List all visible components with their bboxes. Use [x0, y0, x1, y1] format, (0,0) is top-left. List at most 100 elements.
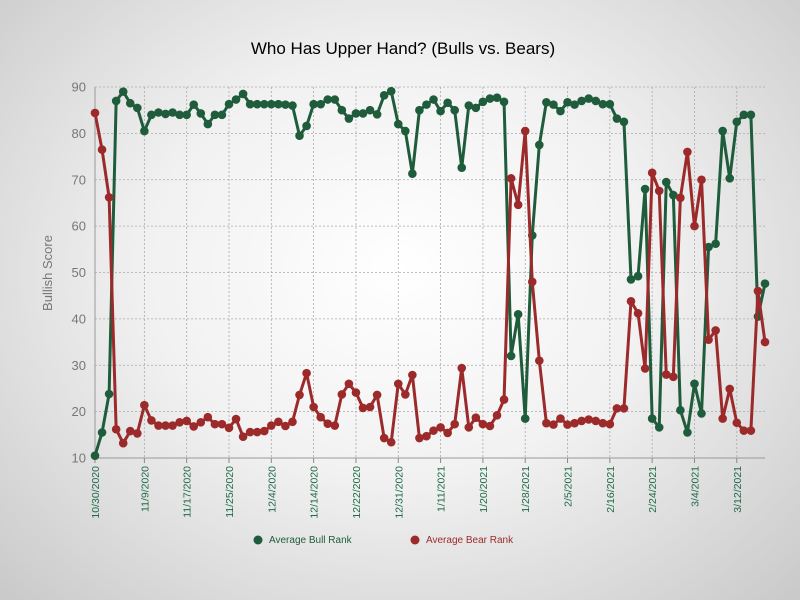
- data-point: [302, 121, 311, 131]
- data-point: [422, 431, 431, 441]
- data-point: [598, 418, 608, 428]
- data-point: [492, 411, 502, 420]
- data-point: [527, 277, 537, 287]
- data-point: [125, 98, 135, 108]
- data-point: [520, 414, 530, 423]
- data-point: [647, 168, 657, 178]
- data-point: [760, 337, 770, 347]
- data-point: [549, 100, 558, 109]
- x-tick-label: 11/17/2020: [182, 466, 194, 518]
- data-point: [231, 95, 241, 104]
- data-point: [605, 99, 615, 109]
- data-point: [619, 404, 629, 413]
- series-line: [93, 89, 767, 457]
- data-point: [535, 356, 544, 365]
- x-tick-label: 12/22/2020: [351, 466, 363, 519]
- data-point: [365, 105, 375, 115]
- data-point: [393, 379, 403, 389]
- y-tick-label: 80: [72, 126, 86, 141]
- data-point: [302, 368, 311, 378]
- data-point: [753, 286, 763, 296]
- legend-marker-bull: [253, 535, 263, 545]
- data-point: [612, 404, 622, 413]
- data-point: [535, 140, 544, 150]
- data-point: [711, 239, 720, 249]
- data-point: [647, 414, 657, 423]
- x-tick-label: 12/4/2020: [266, 466, 278, 513]
- data-point: [570, 100, 579, 109]
- data-point: [111, 424, 121, 434]
- data-point: [485, 94, 495, 103]
- data-point: [203, 412, 213, 422]
- data-point: [323, 95, 333, 104]
- data-point: [288, 417, 297, 427]
- data-point: [760, 279, 770, 288]
- y-tick-label: 30: [72, 358, 86, 373]
- data-point: [386, 437, 396, 447]
- data-point: [542, 418, 551, 428]
- data-point: [97, 428, 107, 437]
- legend-marker-bear: [410, 535, 420, 545]
- data-point: [591, 416, 601, 426]
- data-point: [288, 101, 297, 110]
- data-point: [513, 200, 523, 210]
- data-point: [231, 414, 241, 424]
- data-point: [492, 93, 502, 102]
- data-point: [725, 174, 735, 183]
- data-point: [274, 99, 283, 109]
- y-axis-label: Bullish Score: [40, 235, 55, 311]
- data-point: [626, 275, 636, 284]
- data-point: [330, 421, 340, 430]
- data-point: [697, 409, 706, 418]
- data-point: [196, 417, 206, 427]
- data-point: [542, 98, 551, 107]
- data-point: [365, 402, 375, 412]
- data-point: [154, 108, 163, 117]
- data-point: [556, 414, 565, 423]
- data-point: [661, 370, 671, 379]
- data-point: [485, 421, 495, 431]
- data-point: [549, 420, 558, 429]
- data-point: [118, 87, 128, 96]
- y-tick-label: 20: [72, 404, 86, 419]
- chart-title: Who Has Upper Hand? (Bulls vs. Bears): [251, 39, 555, 58]
- data-point: [252, 427, 262, 437]
- legend-label-bear: Average Bear Rank: [426, 535, 514, 546]
- data-point: [386, 86, 396, 96]
- data-point: [337, 105, 347, 115]
- data-point: [196, 109, 206, 118]
- data-point: [147, 416, 156, 425]
- x-tick-label: 2/24/2021: [647, 466, 659, 513]
- data-point: [654, 186, 664, 196]
- data-point: [450, 105, 459, 115]
- data-point: [732, 418, 742, 428]
- data-point: [267, 99, 276, 109]
- data-point: [281, 100, 290, 109]
- data-point: [337, 390, 347, 399]
- data-point: [422, 100, 431, 109]
- data-point: [429, 426, 438, 435]
- y-tick-label: 40: [72, 311, 86, 326]
- data-point: [661, 177, 671, 187]
- x-tick-label: 1/28/2021: [520, 466, 532, 513]
- series-bull: [90, 86, 770, 460]
- x-tick-label: 12/14/2020: [309, 466, 321, 519]
- data-point: [478, 97, 488, 107]
- data-point: [591, 96, 601, 106]
- data-point: [252, 99, 262, 109]
- data-point: [140, 126, 149, 136]
- data-point: [499, 97, 509, 107]
- data-point: [316, 412, 325, 422]
- data-point: [697, 175, 706, 185]
- data-point: [408, 370, 417, 380]
- x-tick-label: 1/11/2021: [436, 466, 448, 512]
- data-point: [182, 110, 191, 120]
- data-point: [584, 415, 593, 424]
- data-point: [189, 100, 199, 109]
- data-point: [210, 419, 220, 429]
- data-point: [154, 421, 163, 430]
- data-point: [401, 126, 410, 136]
- data-point: [203, 119, 213, 129]
- data-point: [464, 423, 474, 432]
- data-point: [676, 405, 685, 415]
